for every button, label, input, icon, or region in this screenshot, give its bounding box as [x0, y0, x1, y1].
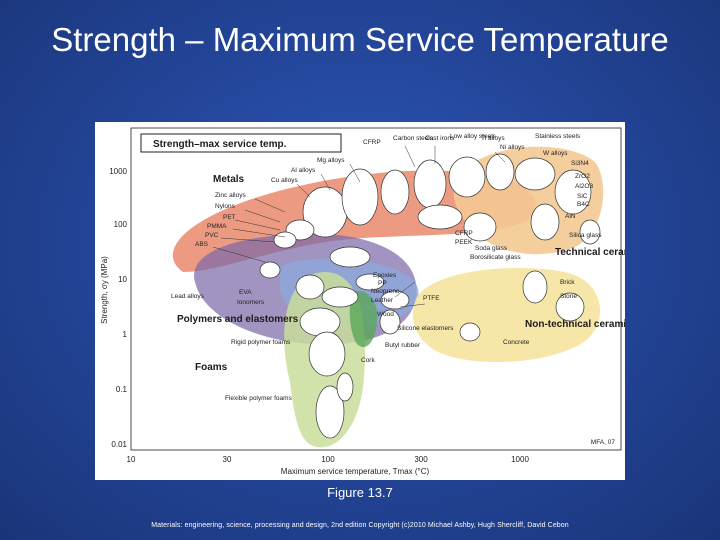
label-pmma: PMMA: [207, 223, 227, 230]
label-peek: PEEK: [455, 239, 473, 246]
family-foams: Foams: [195, 362, 228, 373]
material-bubbles: [259, 153, 601, 439]
label-ti: Ti alloys: [481, 135, 505, 142]
material-labels: Mg alloys Al alloys Cu alloys Zinc alloy…: [171, 133, 602, 402]
label-wood: Wood: [377, 311, 394, 318]
figure-caption: Figure 13.7: [327, 485, 393, 500]
label-pvc: PVC: [205, 232, 219, 239]
chart-title-box: [140, 133, 342, 153]
label-cfrp: CFRP: [455, 230, 473, 237]
label-sic: SiC: [577, 193, 588, 200]
y-tick-100: 100: [114, 220, 128, 229]
x-tick-300: 300: [414, 455, 428, 464]
x-tick-10: 10: [127, 455, 136, 464]
family-metals: Metals: [213, 174, 245, 185]
label-b4c: B4C: [577, 201, 590, 208]
y-tick-10: 10: [118, 275, 127, 284]
label-concrete: Concrete: [503, 339, 530, 346]
family-technical-ceramics-1: Technical ceramics: [555, 247, 625, 258]
x-axis: 10 30 100 300 1000 Maximum service tempe…: [127, 439, 616, 476]
copyright-text: Materials: engineering, science, process…: [151, 522, 569, 529]
label-zro2: ZrO2: [575, 173, 590, 180]
slide-title-text: Strength – Maximum Service Temperature: [51, 21, 669, 58]
y-tick-1000: 1000: [109, 167, 127, 176]
label-abs: ABS: [195, 241, 209, 248]
label-cu: Cu alloys: [271, 177, 298, 184]
label-pp: PP: [378, 280, 387, 287]
label-low-alloy: Low alloy steels: [450, 133, 497, 140]
label-al: Al alloys: [291, 167, 316, 174]
x-tick-100: 100: [321, 455, 335, 464]
label-cast-irons: Cast irons: [425, 135, 455, 142]
label-si3n4: Si3N4: [571, 160, 589, 167]
family-non-technical-ceramics: Non-technical ceramics: [525, 319, 625, 330]
label-ni: Ni alloys: [500, 144, 525, 151]
label-epoxies: Epoxies: [373, 272, 397, 279]
wood-natural-envelope: [349, 290, 378, 348]
y-tick-1: 1: [123, 330, 128, 339]
label-soda: Soda glass: [475, 245, 508, 252]
ashby-chart-figure: Strength–max service temp. 1000 100 10 1…: [95, 122, 625, 480]
label-rigid-foams: Rigid polymer foams: [231, 339, 291, 346]
leader-lines: [212, 145, 506, 308]
label-eva: EVA: [239, 289, 252, 296]
y-axis: 1000 100 10 1 0.1 0.01 Strength, σy (MPa…: [100, 167, 128, 449]
label-butyl: Butyl rubber: [385, 342, 421, 349]
label-neoprene: Neoprene: [371, 288, 400, 295]
label-leather: Leather: [371, 297, 394, 304]
label-lead: Lead alloys: [171, 293, 205, 300]
label-carbon-steels: Carbon steels: [393, 135, 434, 142]
label-brick: Brick: [560, 279, 575, 286]
label-silica: Silica glass: [569, 232, 602, 239]
x-tick-1000: 1000: [511, 455, 529, 464]
label-cork: Cork: [361, 357, 375, 364]
label-mg: Mg alloys: [317, 157, 345, 164]
label-nylons: Nylons: [215, 203, 236, 210]
label-silicone: Silicone elastomers: [397, 325, 454, 332]
y-tick-0.01: 0.01: [111, 440, 127, 449]
family-polymers: Polymers and elastomers: [177, 314, 299, 325]
label-ionomers: Ionomers: [237, 299, 265, 306]
label-borosilicate: Borosilicate glass: [470, 254, 521, 261]
label-stone: Stone: [560, 293, 577, 300]
y-axis-label: Strength, σy (MPa): [100, 256, 109, 324]
label-al2o3: Al2O3: [575, 183, 593, 190]
chart-title: Strength–max service temp.: [153, 139, 287, 150]
label-w: W alloys: [543, 150, 568, 157]
label-flex-foams: Flexible polymer foams: [225, 395, 293, 402]
x-axis-label: Maximum service temperature, Tmax (°C): [281, 467, 430, 476]
label-stainless: Stainless steels: [535, 133, 581, 140]
slide-title: Strength – Maximum Service Temperature: [0, 18, 720, 62]
label-zn: Zinc alloys: [215, 192, 246, 199]
non-technical-ceramics-envelope: [412, 267, 601, 362]
label-pet: PET: [223, 214, 236, 221]
y-tick-0.1: 0.1: [116, 385, 128, 394]
label-aln: AlN: [565, 213, 576, 220]
chart-credit: MFA, 07: [591, 439, 616, 446]
label-cfrp-top: CFRP: [363, 139, 381, 146]
ashby-chart-svg: Strength–max service temp. 1000 100 10 1…: [100, 127, 625, 476]
label-ptfe: PTFE: [423, 295, 440, 302]
x-tick-30: 30: [223, 455, 232, 464]
